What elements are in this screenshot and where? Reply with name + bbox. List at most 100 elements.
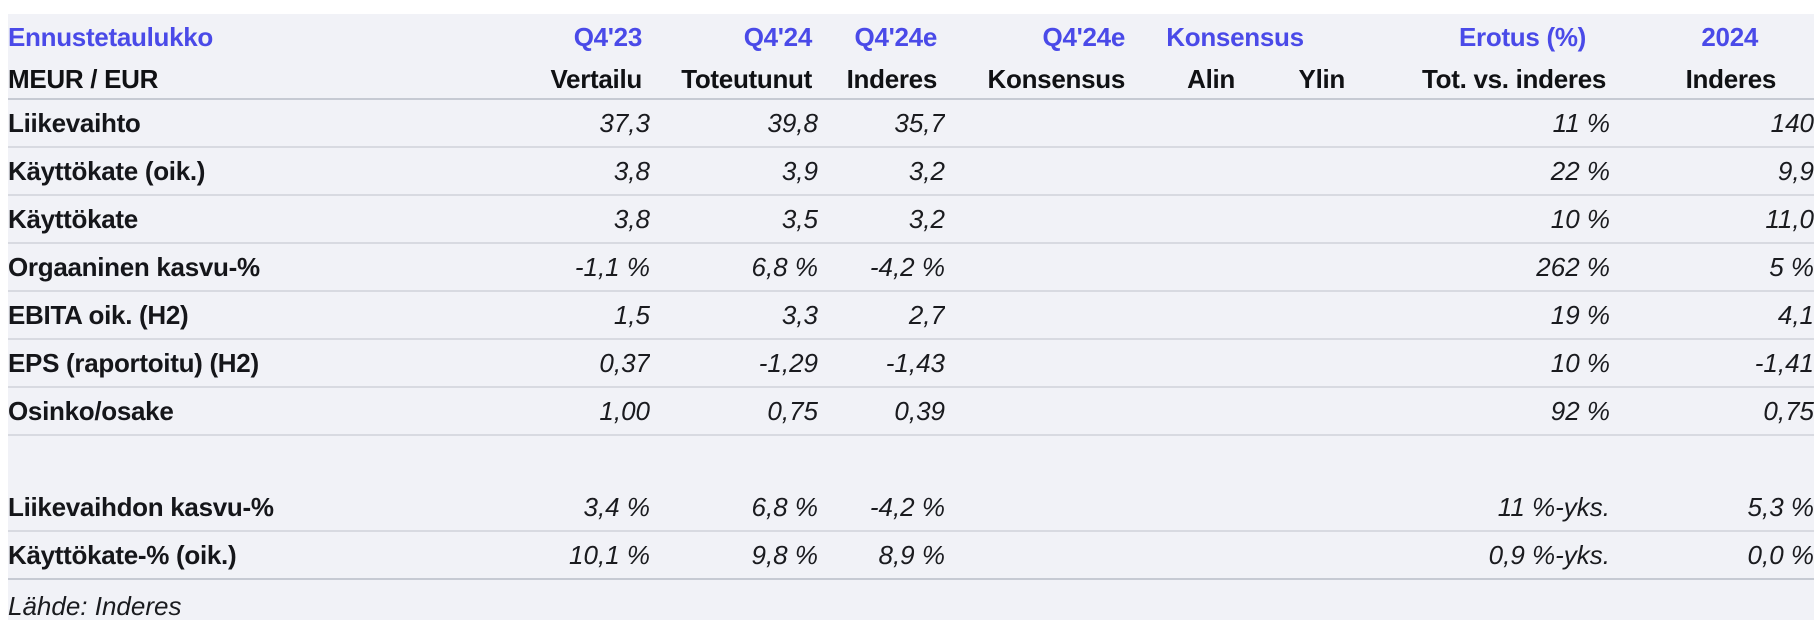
table-row-kayttokate-pct-oik: Käyttökate-% (oik.) 10,1 % 9,8 % 8,9 % 0… — [8, 530, 1815, 579]
cell-konsensus — [945, 242, 1125, 291]
row-label: EPS (raportoitu) (H2) — [8, 338, 420, 387]
row-label: Orgaaninen kasvu-% — [8, 242, 420, 291]
cell-konsensus — [945, 194, 1125, 243]
col-group-q4-24: Q4'24 — [743, 21, 813, 52]
col-group-2024: 2024 — [1701, 21, 1759, 52]
cell-konsensus — [945, 338, 1125, 387]
cell-erotus: 10 % — [1345, 338, 1611, 387]
cell-toteutunut: 6,8 % — [751, 491, 819, 522]
cell-ylin — [1235, 386, 1346, 435]
col-vertailu: Vertailu — [420, 60, 650, 100]
cell-ylin — [1235, 290, 1346, 339]
cell-toteutunut: 3,3 — [650, 290, 818, 339]
cell-vertailu: 3,4 % — [583, 491, 651, 522]
row-label: Käyttökate — [8, 194, 420, 243]
table-title: Ennustetaulukko — [8, 21, 213, 52]
cell-alin — [1125, 99, 1235, 147]
cell-2024: 11,0 — [1610, 194, 1815, 243]
cell-inderes: -4,2 % — [818, 242, 945, 291]
cell-alin — [1125, 242, 1235, 291]
cell-toteutunut: 0,75 — [650, 386, 818, 435]
cell-ylin — [1235, 242, 1346, 291]
cell-konsensus — [945, 530, 1125, 579]
cell-inderes: -1,43 — [818, 338, 945, 387]
col-group-konsensus: Konsensus — [1166, 21, 1304, 52]
row-label: Liikevaihto — [8, 107, 141, 138]
col-konsensus: Konsensus — [945, 60, 1125, 100]
col-tot-vs-inderes: Tot. vs. inderes — [1345, 60, 1611, 100]
table-row-kayttokate: Käyttökate 3,8 3,5 3,2 10 % 11,0 — [8, 194, 1815, 243]
cell-alin — [1125, 194, 1235, 243]
col-group-q4-24e-konsensus: Q4'24e — [1042, 21, 1125, 52]
cell-2024: 5,3 % — [1747, 491, 1815, 522]
cell-vertailu: 1,00 — [420, 386, 650, 435]
col-inderes-2024: Inderes — [1610, 60, 1815, 100]
forecast-table: Ennustetaulukko Q4'23 Q4'24 Q4'24e Q4'24… — [8, 14, 1815, 620]
cell-konsensus — [945, 99, 1125, 147]
source-row: Lähde: Inderes — [8, 578, 1815, 620]
col-alin: Alin — [1125, 60, 1235, 100]
col-group-erotus: Erotus (%) — [1459, 21, 1587, 52]
table-row-osinko-osake: Osinko/osake 1,00 0,75 0,39 92 % 0,75 — [8, 386, 1815, 435]
col-group-q4-24e-inderes: Q4'24e — [854, 21, 938, 52]
unit-label: MEUR / EUR — [8, 60, 420, 100]
cell-ylin — [1235, 484, 1345, 531]
cell-vertailu: 10,1 % — [420, 530, 650, 579]
cell-toteutunut: 9,8 % — [650, 530, 818, 579]
cell-alin — [1125, 484, 1235, 531]
cell-alin — [1125, 338, 1235, 387]
cell-toteutunut: 3,9 — [650, 146, 818, 195]
cell-erotus: 262 % — [1345, 242, 1611, 291]
table-row-liikevaihdon-kasvu: Liikevaihdon kasvu-% 3,4 % 6,8 % -4,2 % … — [8, 484, 1814, 531]
cell-erotus: 11 % — [1552, 107, 1611, 138]
cell-toteutunut: 3,5 — [650, 194, 818, 243]
col-toteutunut: Toteutunut — [650, 60, 818, 100]
cell-toteutunut: 6,8 % — [650, 242, 818, 291]
blank-spacer-row — [8, 434, 1815, 484]
cell-inderes: 3,2 — [818, 146, 945, 195]
col-ylin: Ylin — [1235, 60, 1346, 100]
row-label: Liikevaihdon kasvu-% — [8, 491, 274, 522]
col-group-q4-23: Q4'23 — [573, 21, 643, 52]
cell-alin — [1125, 530, 1235, 579]
row-label: EBITA oik. (H2) — [8, 290, 420, 339]
cell-inderes: 35,7 — [894, 107, 945, 138]
cell-toteutunut: -1,29 — [650, 338, 818, 387]
cell-konsensus — [945, 146, 1125, 195]
cell-inderes: 0,39 — [818, 386, 945, 435]
cell-konsensus — [945, 290, 1125, 339]
cell-toteutunut: 39,8 — [767, 107, 818, 138]
table-row-kayttokate-oik: Käyttökate (oik.) 3,8 3,9 3,2 22 % 9,9 — [8, 146, 1815, 195]
cell-2024: -1,41 — [1610, 338, 1815, 387]
cell-alin — [1125, 146, 1235, 195]
cell-2024: 4,1 — [1610, 290, 1815, 339]
row-label: Käyttökate (oik.) — [8, 146, 420, 195]
cell-vertailu: -1,1 % — [420, 242, 650, 291]
cell-2024: 0,75 — [1610, 386, 1815, 435]
cell-2024: 140 — [1770, 107, 1815, 138]
cell-ylin — [1235, 194, 1346, 243]
row-label: Käyttökate-% (oik.) — [8, 530, 420, 579]
cell-erotus: 92 % — [1345, 386, 1611, 435]
cell-ylin — [1235, 338, 1346, 387]
cell-erotus: 0,9 %-yks. — [1345, 530, 1611, 579]
table-row-liikevaihto: Liikevaihto 37,3 39,8 35,7 11 % 140 — [8, 99, 1814, 147]
cell-erotus: 19 % — [1345, 290, 1611, 339]
cell-ylin — [1235, 99, 1345, 147]
table-row-orgaaninen-kasvu: Orgaaninen kasvu-% -1,1 % 6,8 % -4,2 % 2… — [8, 242, 1815, 291]
col-inderes: Inderes — [818, 60, 945, 100]
cell-2024: 5 % — [1610, 242, 1815, 291]
cell-inderes: -4,2 % — [869, 491, 945, 522]
cell-inderes: 2,7 — [818, 290, 945, 339]
cell-vertailu: 3,8 — [420, 146, 650, 195]
header-sub-row: MEUR / EUR Vertailu Toteutunut Inderes K… — [8, 60, 1815, 100]
cell-erotus: 10 % — [1345, 194, 1611, 243]
source-note: Lähde: Inderes — [8, 578, 1815, 620]
cell-ylin — [1235, 530, 1346, 579]
cell-konsensus — [945, 386, 1125, 435]
cell-konsensus — [945, 484, 1125, 531]
cell-2024: 9,9 — [1610, 146, 1815, 195]
header-group-row: Ennustetaulukko Q4'23 Q4'24 Q4'24e Q4'24… — [8, 14, 1814, 60]
cell-vertailu: 1,5 — [420, 290, 650, 339]
cell-vertailu: 0,37 — [420, 338, 650, 387]
